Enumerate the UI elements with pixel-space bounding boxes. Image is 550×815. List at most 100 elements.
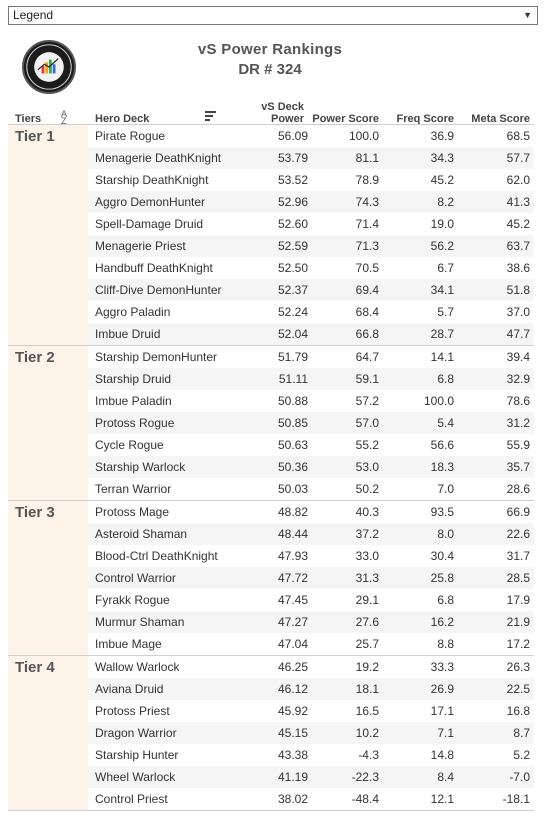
vs-power-cell: 52.04	[277, 327, 308, 341]
vs-power-cell: 50.63	[277, 438, 308, 452]
hero-deck-cell: Starship DeathKnight	[95, 173, 209, 187]
power-score-cell: 29.1	[355, 593, 379, 607]
freq-score-cell: 93.5	[430, 505, 454, 519]
table-row[interactable]: Spell-Damage Druid 52.60 71.4 19.0 45.2	[88, 213, 534, 235]
hero-deck-cell: Cycle Rogue	[95, 438, 164, 452]
table-row[interactable]: Imbue Paladin 50.88 57.2 100.0 78.6	[88, 390, 534, 412]
freq-score-cell: 18.3	[430, 460, 454, 474]
tier-label: Tier 2	[15, 349, 55, 366]
power-score-cell: 10.2	[355, 726, 379, 740]
table-row[interactable]: Starship Hunter 43.38 -4.3 14.8 5.2	[88, 744, 534, 766]
table-row[interactable]: Pirate Rogue 56.09 100.0 36.9 68.5	[88, 125, 534, 147]
table-row[interactable]: Protoss Mage 48.82 40.3 93.5 66.9	[88, 501, 534, 523]
power-score-cell: 64.7	[355, 350, 379, 364]
meta-score-cell: 37.0	[506, 305, 530, 319]
power-score-cell: 74.3	[355, 195, 379, 209]
vs-power-cell: 47.45	[277, 593, 308, 607]
table-row[interactable]: Imbue Druid 52.04 66.8 28.7 47.7	[88, 323, 534, 345]
table-row[interactable]: Menagerie Priest 52.59 71.3 56.2 63.7	[88, 235, 534, 257]
power-score-cell: -4.3	[358, 748, 379, 762]
power-score-cell: 71.4	[355, 217, 379, 231]
legend-dropdown-label: Legend	[13, 8, 54, 22]
table-row[interactable]: Aggro DemonHunter 52.96 74.3 8.2 41.3	[88, 191, 534, 213]
freq-score-cell: 34.3	[430, 151, 454, 165]
hero-deck-cell: Wallow Warlock	[95, 660, 180, 674]
table-row[interactable]: Wheel Warlock 41.19 -22.3 8.4 -7.0	[88, 766, 534, 788]
meta-score-cell: 17.9	[506, 593, 530, 607]
hero-deck-cell: Asteroid Shaman	[95, 527, 188, 541]
col-header-vs-deck-power-line2: Power	[270, 113, 304, 125]
table-row[interactable]: Asteroid Shaman 48.44 37.2 8.0 22.6	[88, 523, 534, 545]
table-row[interactable]: Menagerie DeathKnight 53.79 81.1 34.3 57.7	[88, 147, 534, 169]
meta-score-cell: 51.8	[506, 283, 530, 297]
freq-score-cell: 6.8	[437, 593, 454, 607]
hero-deck-cell: Murmur Shaman	[95, 615, 185, 629]
hero-deck-cell: Protoss Rogue	[95, 416, 175, 430]
hero-deck-cell: Menagerie Priest	[95, 239, 186, 253]
table-row[interactable]: Handbuff DeathKnight 52.50 70.5 6.7 38.6	[88, 257, 534, 279]
table-row[interactable]: Starship Druid 51.11 59.1 6.8 32.9	[88, 368, 534, 390]
table-row[interactable]: Protoss Rogue 50.85 57.0 5.4 31.2	[88, 412, 534, 434]
table-row[interactable]: Blood-Ctrl DeathKnight 47.93 33.0 30.4 31.7	[88, 545, 534, 567]
hero-deck-cell: Starship DemonHunter	[95, 350, 218, 364]
tier-column: Tier 3	[8, 501, 88, 655]
freq-score-cell: 56.2	[430, 239, 454, 253]
freq-score-cell: 36.9	[430, 129, 454, 143]
table-row[interactable]: Aggro Paladin 52.24 68.4 5.7 37.0	[88, 301, 534, 323]
col-header-vs-deck-power: vS Deck Power	[248, 101, 304, 125]
table-row[interactable]: Cliff-Dive DemonHunter 52.37 69.4 34.1 51.8	[88, 279, 534, 301]
chevron-down-icon[interactable]: ▼	[523, 10, 532, 20]
table-row[interactable]: Cycle Rogue 50.63 55.2 56.6 55.9	[88, 434, 534, 456]
filter-lines-icon[interactable]	[205, 111, 216, 123]
freq-score-cell: 19.0	[430, 217, 454, 231]
meta-score-cell: 47.7	[506, 327, 530, 341]
vs-power-cell: 48.82	[277, 505, 308, 519]
table-row[interactable]: Control Priest 38.02 -48.4 12.1 -18.1	[88, 788, 534, 810]
tier-label: Tier 3	[15, 504, 55, 521]
hero-deck-cell: Imbue Paladin	[95, 394, 172, 408]
meta-score-cell: 38.6	[506, 261, 530, 275]
meta-score-cell: 16.8	[506, 704, 530, 718]
table-row[interactable]: Terran Warrior 50.03 50.2 7.0 28.6	[88, 478, 534, 500]
legend-dropdown[interactable]: Legend ▼	[8, 6, 538, 25]
power-score-cell: 40.3	[355, 505, 379, 519]
table-row[interactable]: Murmur Shaman 47.27 27.6 16.2 21.9	[88, 611, 534, 633]
meta-score-cell: 5.2	[513, 748, 530, 762]
freq-score-cell: 26.9	[430, 682, 454, 696]
vs-power-cell: 52.50	[277, 261, 308, 275]
vs-power-cell: 52.37	[277, 283, 308, 297]
vs-power-cell: 45.92	[277, 704, 308, 718]
table-row[interactable]: Wallow Warlock 46.25 19.2 33.3 26.3	[88, 656, 534, 678]
power-score-cell: 50.2	[355, 482, 379, 496]
table-row[interactable]: Starship Warlock 50.36 53.0 18.3 35.7	[88, 456, 534, 478]
vs-power-cell: 50.03	[277, 482, 308, 496]
power-score-cell: 18.1	[355, 682, 379, 696]
vs-power-cell: 50.88	[277, 394, 308, 408]
hero-deck-cell: Aviana Druid	[95, 682, 164, 696]
vs-power-cell: 52.59	[277, 239, 308, 253]
meta-score-cell: 57.7	[506, 151, 530, 165]
hero-deck-cell: Starship Druid	[95, 372, 172, 386]
table-row[interactable]: Dragon Warrior 45.15 10.2 7.1 8.7	[88, 722, 534, 744]
meta-score-cell: -7.0	[509, 770, 530, 784]
table-row[interactable]: Control Warrior 47.72 31.3 25.8 28.5	[88, 567, 534, 589]
power-score-cell: 31.3	[355, 571, 379, 585]
power-score-cell: 25.7	[355, 637, 379, 651]
freq-score-cell: 12.1	[430, 792, 454, 806]
table-row[interactable]: Starship DeathKnight 53.52 78.9 45.2 62.0	[88, 169, 534, 191]
vs-power-cell: 52.60	[277, 217, 308, 231]
table-row[interactable]: Starship DemonHunter 51.79 64.7 14.1 39.4	[88, 346, 534, 368]
meta-score-cell: 62.0	[506, 173, 530, 187]
freq-score-cell: 28.7	[430, 327, 454, 341]
table-row[interactable]: Imbue Mage 47.04 25.7 8.8 17.2	[88, 633, 534, 655]
freq-score-cell: 34.1	[430, 283, 454, 297]
power-score-cell: 68.4	[355, 305, 379, 319]
table-row[interactable]: Fyrakk Rogue 47.45 29.1 6.8 17.9	[88, 589, 534, 611]
col-header-meta-score: Meta Score	[471, 113, 530, 125]
power-score-cell: 69.4	[355, 283, 379, 297]
table-row[interactable]: Protoss Priest 45.92 16.5 17.1 16.8	[88, 700, 534, 722]
table-row[interactable]: Aviana Druid 46.12 18.1 26.9 22.5	[88, 678, 534, 700]
freq-score-cell: 8.8	[437, 637, 454, 651]
vs-power-cell: 47.72	[277, 571, 308, 585]
